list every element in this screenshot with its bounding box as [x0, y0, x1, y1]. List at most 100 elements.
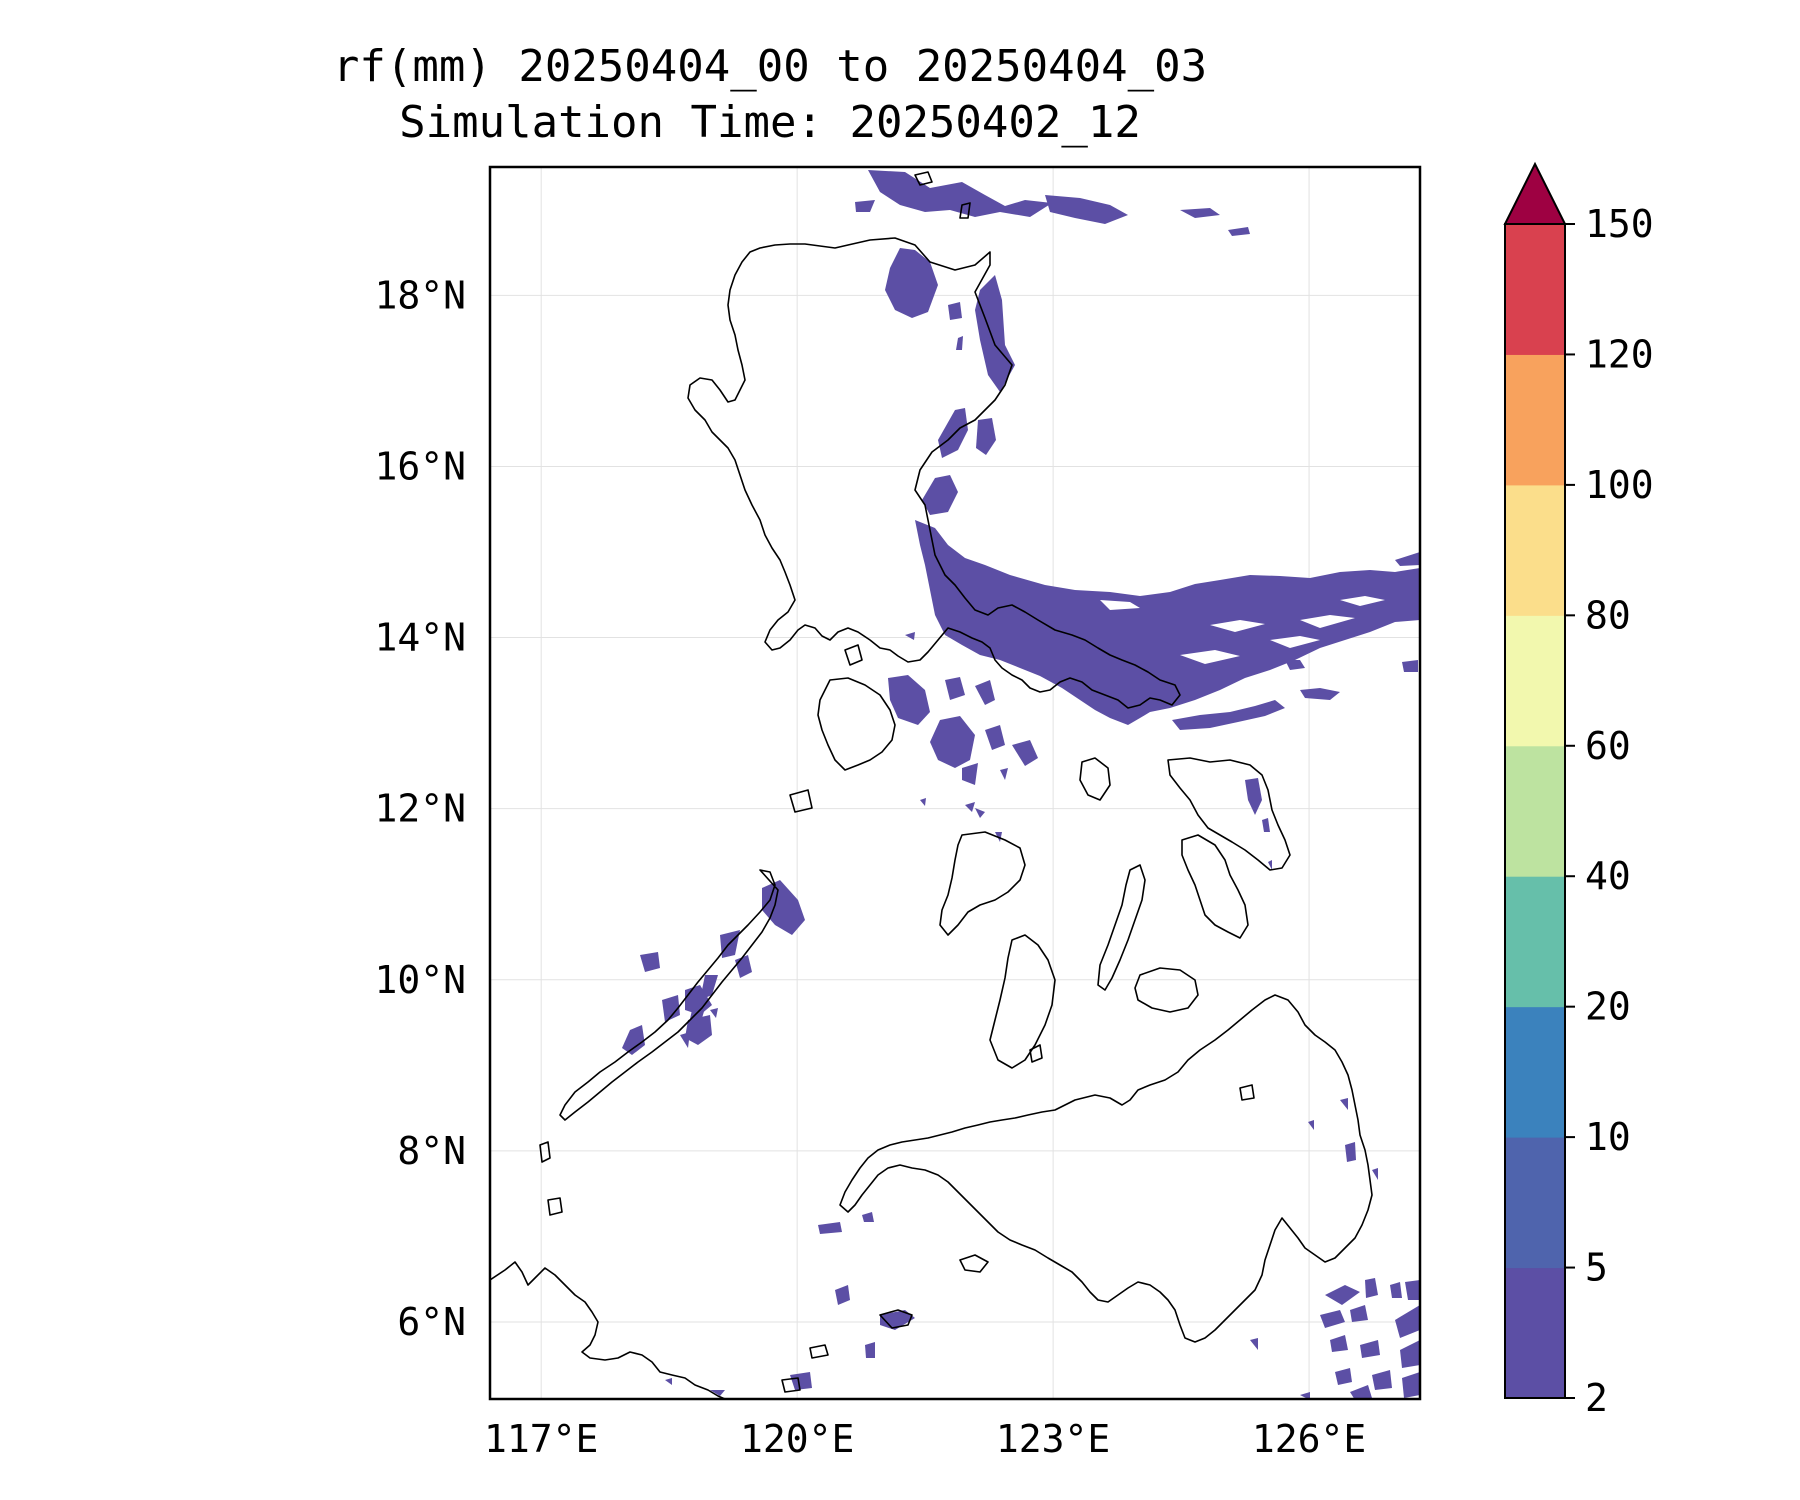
- rain-area: [735, 955, 752, 978]
- colorbar-segment: [1505, 224, 1565, 355]
- rain-area: [1395, 552, 1420, 566]
- rain-area: [975, 808, 985, 818]
- rain-area: [1245, 778, 1262, 815]
- rain-area: [1395, 1305, 1420, 1338]
- rain-area: [975, 680, 995, 705]
- latitude-labels: 18°N 16°N 14°N 12°N 10°N 8°N 6°N: [374, 273, 466, 1344]
- coastlines: [490, 171, 1373, 1399]
- rain-area: [790, 1372, 812, 1390]
- rain-area: [1000, 768, 1008, 780]
- island-coastline: [959, 202, 971, 219]
- colorbar-tick-label: 150: [1585, 202, 1654, 246]
- rain-area: [1172, 700, 1285, 730]
- island-coastline: [844, 644, 863, 666]
- rain-area: [862, 1212, 874, 1222]
- sulu-coastline: [959, 1254, 989, 1273]
- rain-gap: [1300, 615, 1355, 628]
- samar-coastline: [1167, 757, 1291, 871]
- rain-area: [1405, 1280, 1420, 1300]
- lat-tick-label: 18°N: [374, 273, 466, 317]
- rain-area: [930, 716, 975, 768]
- rain-area: [948, 302, 962, 320]
- rain-area: [938, 408, 968, 458]
- sulu-coastline: [781, 1377, 801, 1393]
- rainfall-layer: [622, 170, 1420, 1399]
- colorbar-segment: [1505, 484, 1565, 616]
- colorbar-segment: [1505, 615, 1565, 747]
- rain-area: [1012, 740, 1038, 766]
- map-frame: [488, 165, 1422, 1401]
- rain-area: [1360, 1340, 1380, 1358]
- colorbar-segment: [1505, 1137, 1565, 1269]
- cebu-coastline: [1097, 864, 1146, 991]
- rain-area: [1285, 660, 1305, 670]
- rain-area: [962, 763, 978, 785]
- rain-area: [855, 200, 875, 212]
- rain-area: [1250, 1338, 1258, 1350]
- rain-area: [710, 1390, 725, 1396]
- rain-area: [920, 798, 926, 806]
- rain-area: [985, 725, 1005, 750]
- rain-area: [665, 1378, 672, 1385]
- masbate-coastline: [1079, 757, 1111, 801]
- colorbar-extend-arrow: [1503, 161, 1567, 225]
- colorbar-tick-label: 20: [1585, 985, 1631, 1029]
- rain-area: [945, 677, 965, 700]
- lat-tick-label: 6°N: [397, 1300, 466, 1344]
- lat-tick-label: 16°N: [374, 444, 466, 488]
- sulu-coastline: [809, 1344, 829, 1359]
- rain-area: [1180, 208, 1220, 218]
- island-coastline: [1239, 1084, 1255, 1101]
- rain-area: [1400, 1340, 1420, 1368]
- leyte-coastline: [1181, 834, 1249, 939]
- rain-gap: [1270, 636, 1320, 648]
- colorbar-tick-label: 120: [1585, 332, 1654, 376]
- colorbar-tick-label: 80: [1585, 593, 1631, 637]
- lat-tick-label: 12°N: [374, 787, 466, 831]
- lat-tick-label: 10°N: [374, 958, 466, 1002]
- chart-title: rf(mm) 20250404_00 to 20250404_03: [332, 41, 1208, 92]
- rain-area: [622, 1025, 645, 1055]
- colorbar-segment: [1505, 354, 1565, 486]
- rain-area: [905, 632, 915, 640]
- rain-area: [1228, 227, 1250, 236]
- rain-area: [640, 952, 660, 972]
- rain-gap: [1180, 650, 1240, 664]
- colorbar-tick-label: 2: [1585, 1376, 1608, 1420]
- rain-area: [888, 675, 930, 725]
- rain-area: [915, 520, 1420, 725]
- rain-area: [922, 475, 958, 515]
- rain-area: [1340, 1098, 1348, 1110]
- luzon-coastline: [687, 237, 1181, 709]
- rain-gap: [1100, 600, 1140, 610]
- lon-tick-label: 117°E: [484, 1417, 598, 1461]
- rain-area: [662, 995, 680, 1022]
- rain-area: [1390, 1282, 1402, 1298]
- rain-area: [1335, 1368, 1352, 1385]
- rain-area: [976, 418, 996, 455]
- longitude-labels: 117°E 120°E 123°E 126°E: [484, 1417, 1366, 1461]
- rain-gap: [1210, 620, 1265, 632]
- colorbar-tick-label: 10: [1585, 1115, 1631, 1159]
- rain-area: [1402, 660, 1418, 672]
- colorbar-segment: [1505, 876, 1565, 1008]
- rain-area: [1350, 1385, 1372, 1399]
- gridlines: [490, 167, 1420, 1399]
- rain-area: [1045, 195, 1128, 224]
- bohol-coastline: [1134, 967, 1199, 1013]
- rain-area: [1330, 1335, 1348, 1352]
- sulu-coastline: [879, 1309, 913, 1329]
- rain-gap: [1340, 596, 1385, 606]
- rain-area: [975, 275, 1015, 392]
- rain-area: [710, 1008, 718, 1018]
- rain-area: [965, 802, 975, 812]
- rain-area: [1268, 860, 1272, 870]
- rain-area: [1262, 818, 1270, 832]
- rain-area: [1325, 1285, 1360, 1305]
- colorbar-tick-label: 40: [1585, 854, 1631, 898]
- rain-area: [685, 985, 712, 1015]
- colorbar: 2 5 10 20 40 60 80 100 120 150: [1503, 161, 1654, 1420]
- rain-area: [1372, 1370, 1392, 1390]
- lat-tick-label: 8°N: [397, 1129, 466, 1173]
